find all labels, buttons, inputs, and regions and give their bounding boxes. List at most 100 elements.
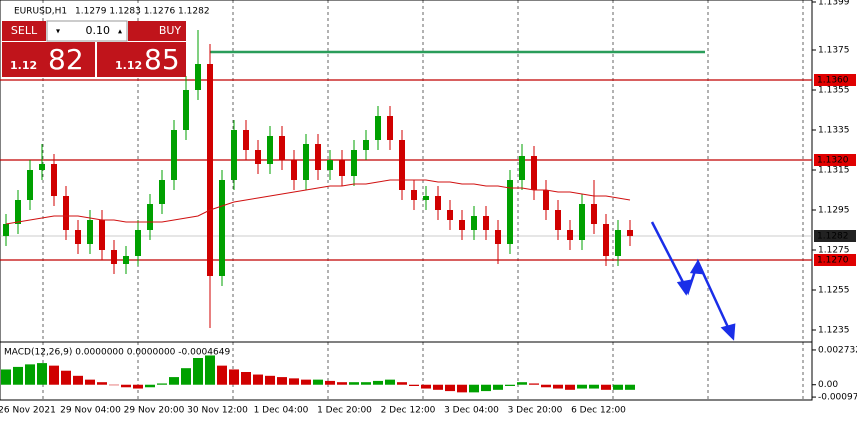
candle-body xyxy=(315,144,321,170)
buy-label: BUY xyxy=(159,24,182,37)
candle-body xyxy=(291,160,297,180)
candle-body xyxy=(615,230,621,256)
macd-bar xyxy=(601,384,611,390)
candle-body xyxy=(423,196,429,200)
candle-body xyxy=(375,116,381,140)
macd-bar xyxy=(541,384,551,388)
y-tick-label: 1.1355 xyxy=(818,86,850,96)
lot-down[interactable]: ▾ xyxy=(56,27,60,36)
macd-bar xyxy=(265,375,275,385)
candle-body xyxy=(63,196,69,230)
candle-body xyxy=(387,116,393,140)
macd-bar xyxy=(397,382,407,385)
x-tick-label: 3 Dec 04:00 xyxy=(444,406,499,416)
macd-bar xyxy=(337,382,347,385)
candle-body xyxy=(267,136,273,164)
candle-body xyxy=(555,210,561,230)
macd-bar xyxy=(445,384,455,392)
macd-bar xyxy=(205,355,215,385)
arrow-head xyxy=(676,279,692,296)
candle-body xyxy=(519,156,525,180)
candle-body xyxy=(579,204,585,240)
macd-bar xyxy=(37,363,47,385)
candle-body xyxy=(399,140,405,190)
lot: 0.10 xyxy=(86,24,111,37)
x-tick-label: 30 Nov 12:00 xyxy=(187,406,248,416)
macd-tick-label: -0.00097 xyxy=(818,393,857,403)
x-tick-label: 3 Dec 20:00 xyxy=(508,406,563,416)
candle-body xyxy=(627,230,633,236)
level-tag xyxy=(814,154,856,166)
candle-body xyxy=(543,190,549,210)
x-tick-label: 1 Dec 20:00 xyxy=(317,406,372,416)
macd-bar xyxy=(301,379,311,385)
sell-button[interactable] xyxy=(2,21,46,41)
lot-input[interactable] xyxy=(46,20,128,42)
macd-bar xyxy=(361,382,371,385)
y-tick-label: 1.1399 xyxy=(818,0,850,8)
candle-body xyxy=(603,224,609,256)
y-tick-label: 1.1315 xyxy=(818,166,850,176)
buy-button[interactable] xyxy=(128,21,186,41)
macd-bar xyxy=(505,384,515,386)
macd-bar xyxy=(457,384,467,393)
macd-bar xyxy=(13,366,23,385)
macd-bar xyxy=(493,384,503,390)
macd-bar xyxy=(469,384,479,393)
trade-panel: SELL ▾ 0.10 ▴ BUY 1.12 82 1.12 85 xyxy=(2,20,186,77)
x-tick-label: 29 Nov 20:00 xyxy=(124,406,185,416)
arrow-head xyxy=(720,323,736,341)
level-label: 1.1270 xyxy=(817,256,849,266)
ask-prefix: 1.12 xyxy=(115,59,142,72)
macd-bar xyxy=(517,382,527,385)
macd-bar xyxy=(421,384,431,389)
macd-bar xyxy=(193,358,203,385)
macd-bar xyxy=(73,375,83,385)
macd-bar xyxy=(325,380,335,385)
candle-body xyxy=(3,224,9,236)
candle-body xyxy=(15,200,21,224)
y-tick-label: 1.1375 xyxy=(818,46,850,56)
macd-bar xyxy=(433,384,443,390)
y-tick-label: 1.1275 xyxy=(818,246,850,256)
y-tick-label: 1.1255 xyxy=(818,286,850,296)
candle-body xyxy=(219,180,225,276)
macd-bar xyxy=(85,379,95,385)
y-tick-label: 1.1235 xyxy=(818,326,850,336)
candle-body xyxy=(531,156,537,190)
moving-average xyxy=(5,179,631,225)
lot-up[interactable]: ▴ xyxy=(118,27,122,36)
macd-bar xyxy=(253,374,263,385)
x-tick-label: 26 Nov 2021 xyxy=(0,406,56,416)
macd-bar xyxy=(121,384,131,388)
candle-body xyxy=(447,210,453,220)
macd-tick-label: 0.00 xyxy=(818,380,838,390)
macd-bar xyxy=(625,384,635,390)
sell-label: SELL xyxy=(11,24,38,37)
current-price: 1.1282 xyxy=(817,232,849,242)
projection xyxy=(650,221,736,341)
price-panel: 1.1360 1.1320 1.1270 1.1282 xyxy=(0,30,856,328)
macd-bar xyxy=(349,382,359,385)
candle-body xyxy=(159,180,165,204)
macd-bar xyxy=(133,384,143,389)
candle-body xyxy=(135,230,141,256)
y-tick-label: 1.1335 xyxy=(818,126,850,136)
arrow-head xyxy=(689,259,706,275)
candle-body xyxy=(39,164,45,170)
macd-label: MACD(12,26,9) 0.0000000 0.0000000 -0.000… xyxy=(4,348,230,358)
candle-body xyxy=(51,164,57,196)
candle-body xyxy=(351,150,357,176)
level-label: 1.1360 xyxy=(817,76,849,86)
candle-body xyxy=(183,90,189,130)
bid-box[interactable] xyxy=(2,42,95,77)
level-tag xyxy=(814,254,856,266)
macd-bar xyxy=(49,365,59,385)
candle-body xyxy=(27,170,33,200)
level-label: 1.1320 xyxy=(817,156,849,166)
x-tick-label: 1 Dec 04:00 xyxy=(254,406,309,416)
candle-body xyxy=(87,220,93,244)
ask-box[interactable] xyxy=(97,42,186,77)
